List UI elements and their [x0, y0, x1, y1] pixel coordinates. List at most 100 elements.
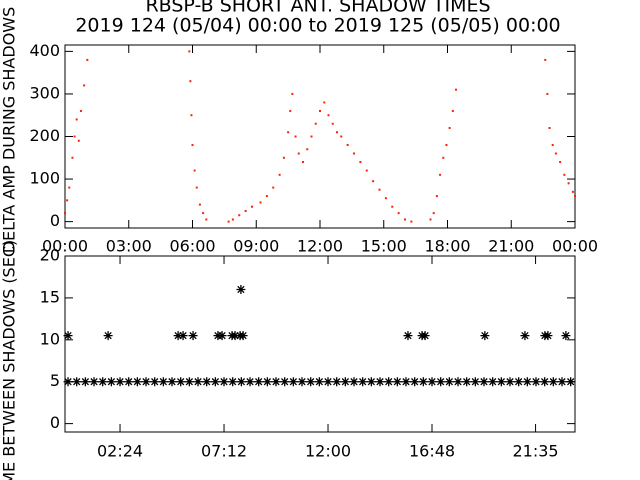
point: [272, 186, 275, 189]
point: [64, 212, 66, 215]
point: [150, 377, 160, 387]
point: [262, 377, 272, 387]
x-tick-label: 00:00: [42, 237, 88, 256]
point: [230, 331, 240, 341]
point: [522, 377, 532, 387]
point: [488, 377, 498, 387]
point: [548, 126, 551, 129]
x-tick-label: 09:00: [233, 237, 279, 256]
point: [470, 377, 480, 387]
point: [420, 331, 430, 341]
point: [397, 212, 400, 215]
point: [198, 203, 201, 206]
point: [265, 195, 268, 198]
point: [287, 131, 290, 134]
point: [191, 144, 194, 147]
point: [63, 377, 73, 387]
point: [294, 135, 297, 138]
point: [98, 377, 108, 387]
point: [80, 377, 90, 387]
point: [479, 377, 489, 387]
point: [445, 144, 448, 147]
x-tick-label: 21:35: [513, 442, 559, 461]
point: [227, 220, 230, 223]
y-tick-label: 300: [29, 83, 60, 102]
point: [327, 114, 330, 117]
point: [418, 377, 428, 387]
point: [71, 156, 74, 159]
point: [444, 377, 454, 387]
x-tick-label: 16:48: [409, 442, 455, 461]
point: [217, 331, 227, 341]
point: [141, 377, 151, 387]
point: [358, 377, 368, 387]
point: [205, 218, 208, 221]
point: [531, 377, 541, 387]
point: [236, 377, 246, 387]
point: [401, 377, 411, 387]
point: [193, 377, 203, 387]
point: [455, 88, 457, 91]
point: [353, 152, 355, 155]
point: [384, 197, 387, 200]
point: [259, 201, 262, 204]
point: [184, 377, 194, 387]
y-tick-label: 0: [50, 413, 60, 432]
point: [403, 331, 413, 341]
point: [178, 331, 188, 341]
point: [77, 139, 80, 142]
point: [291, 92, 294, 95]
point: [306, 148, 309, 151]
plot-frame: [64, 44, 576, 229]
y-tick-label: 0: [50, 211, 60, 230]
point: [310, 135, 313, 138]
point: [442, 156, 445, 159]
point: [563, 173, 566, 176]
point: [566, 377, 576, 387]
point: [554, 152, 557, 155]
x-tick-label: 18:00: [424, 237, 470, 256]
point: [392, 377, 402, 387]
point: [448, 126, 451, 129]
point: [378, 188, 381, 191]
point: [188, 331, 198, 341]
point: [297, 377, 307, 387]
point: [68, 186, 71, 189]
point: [167, 377, 177, 387]
point: [574, 195, 576, 198]
point: [410, 220, 413, 223]
point: [561, 331, 571, 341]
point: [236, 285, 246, 295]
point: [346, 144, 349, 147]
point: [314, 122, 317, 125]
point: [278, 173, 281, 176]
point: [451, 109, 454, 112]
point: [435, 195, 438, 198]
point: [480, 331, 490, 341]
point: [375, 377, 385, 387]
point: [520, 331, 530, 341]
point: [543, 331, 553, 341]
point: [323, 377, 333, 387]
point: [75, 118, 78, 121]
point: [238, 331, 248, 341]
point: [404, 218, 406, 221]
x-tick-label: 06:00: [169, 237, 215, 256]
point: [557, 377, 567, 387]
point: [546, 92, 549, 95]
point: [271, 377, 281, 387]
point: [331, 122, 334, 125]
point: [115, 377, 125, 387]
x-tick-label: 00:00: [552, 237, 598, 256]
y-tick-label: 100: [29, 169, 60, 188]
point: [238, 214, 241, 217]
point: [72, 377, 82, 387]
point: [282, 156, 285, 159]
plot-frame: [64, 255, 576, 433]
point: [314, 377, 324, 387]
point: [391, 205, 394, 208]
point: [289, 109, 292, 112]
point: [439, 173, 442, 176]
y-tick-label: 5: [50, 371, 60, 390]
point: [462, 377, 472, 387]
